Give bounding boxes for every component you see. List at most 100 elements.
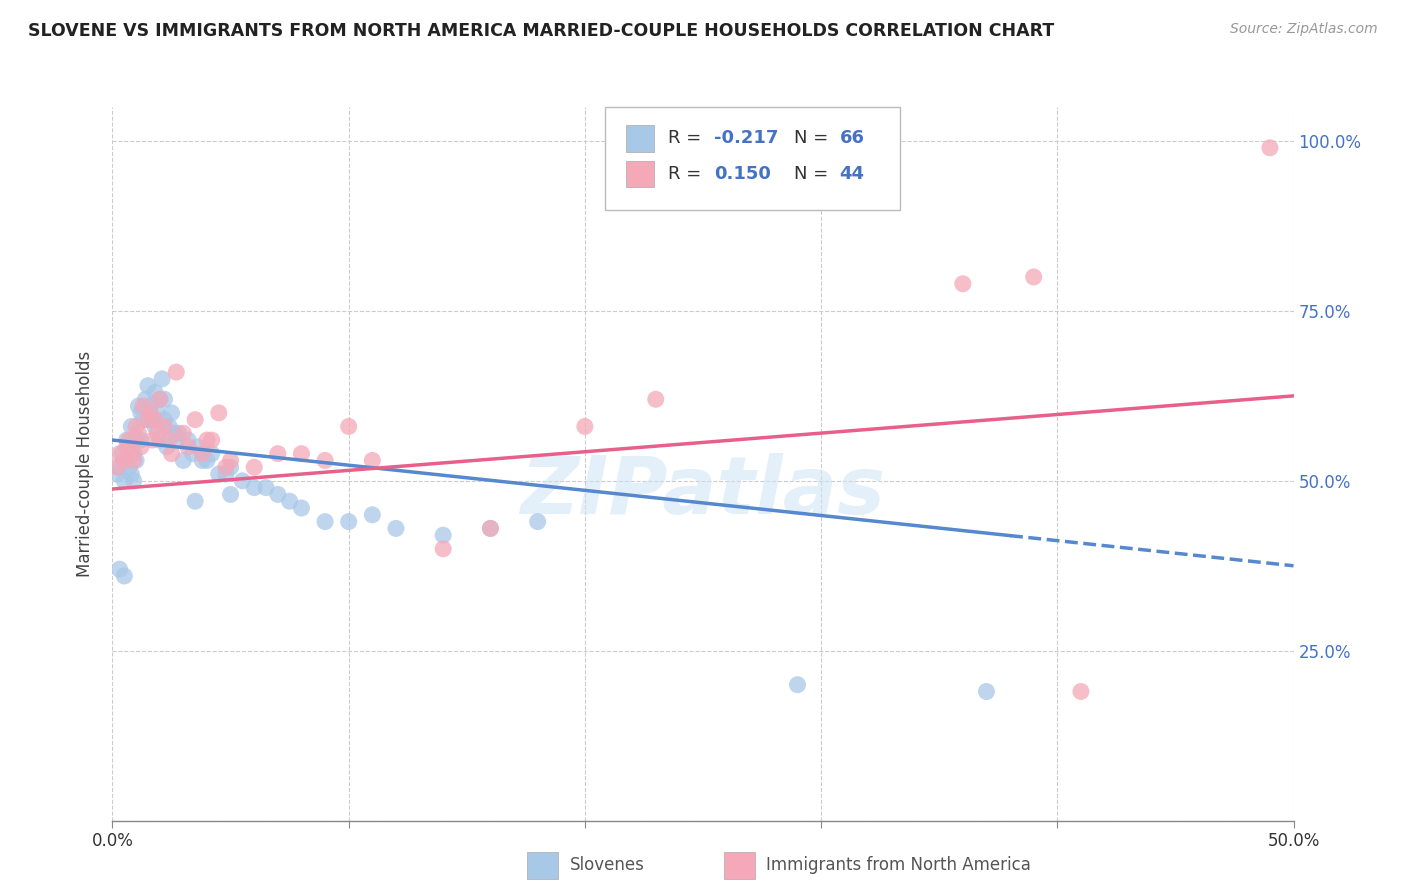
- Point: [150, 372, 173, 386]
- Point: [149, 392, 172, 407]
- Text: Immigrants from North America: Immigrants from North America: [766, 856, 1031, 874]
- Point: [143, 419, 166, 434]
- Point: [479, 521, 502, 535]
- Point: [479, 521, 502, 535]
- Point: [105, 467, 128, 481]
- Point: [208, 467, 231, 481]
- Point: [136, 412, 159, 426]
- Point: [112, 453, 135, 467]
- Text: R =: R =: [668, 129, 707, 147]
- Point: [181, 447, 204, 461]
- Point: [574, 419, 596, 434]
- Point: [122, 447, 145, 461]
- Point: [314, 515, 336, 529]
- Point: [127, 399, 149, 413]
- Text: 0.150: 0.150: [714, 165, 770, 183]
- Point: [432, 528, 454, 542]
- Point: [976, 684, 998, 698]
- Text: N =: N =: [794, 165, 834, 183]
- Point: [1022, 269, 1045, 284]
- Point: [432, 541, 454, 556]
- Point: [786, 678, 808, 692]
- Point: [215, 460, 238, 475]
- Point: [136, 412, 159, 426]
- Point: [125, 433, 148, 447]
- Point: [172, 453, 194, 467]
- Point: [111, 447, 134, 461]
- Point: [267, 487, 290, 501]
- Point: [191, 447, 214, 461]
- Point: [219, 453, 242, 467]
- Point: [201, 433, 224, 447]
- Y-axis label: Married-couple Households: Married-couple Households: [76, 351, 94, 577]
- Point: [1070, 684, 1092, 698]
- Text: Source: ZipAtlas.com: Source: ZipAtlas.com: [1230, 22, 1378, 37]
- Point: [644, 392, 666, 407]
- Point: [160, 406, 183, 420]
- Point: [129, 406, 152, 420]
- Point: [108, 447, 131, 461]
- Point: [1258, 141, 1281, 155]
- Point: [146, 406, 169, 420]
- Point: [157, 433, 180, 447]
- Text: Slovenes: Slovenes: [569, 856, 644, 874]
- Point: [112, 474, 135, 488]
- Point: [118, 433, 141, 447]
- Point: [184, 412, 207, 426]
- Point: [146, 426, 169, 441]
- Point: [153, 392, 176, 407]
- Point: [195, 453, 218, 467]
- Point: [191, 453, 214, 467]
- Point: [115, 453, 138, 467]
- Point: [139, 399, 162, 413]
- Point: [163, 426, 186, 441]
- Point: [127, 426, 149, 441]
- Point: [139, 406, 162, 420]
- Point: [153, 412, 176, 426]
- Point: [184, 494, 207, 508]
- Point: [361, 508, 384, 522]
- Point: [129, 433, 152, 447]
- Point: [118, 460, 141, 475]
- Point: [120, 467, 142, 481]
- Point: [526, 515, 548, 529]
- Point: [385, 521, 408, 535]
- Text: 44: 44: [839, 165, 865, 183]
- Text: R =: R =: [668, 165, 713, 183]
- Point: [952, 277, 974, 291]
- Point: [361, 453, 384, 467]
- Point: [267, 447, 290, 461]
- Point: [142, 412, 165, 426]
- Point: [108, 562, 131, 576]
- Point: [149, 392, 172, 407]
- Point: [143, 412, 166, 426]
- Point: [177, 433, 200, 447]
- Point: [132, 412, 155, 426]
- Point: [122, 474, 145, 488]
- Point: [167, 426, 190, 441]
- Point: [337, 419, 360, 434]
- Text: N =: N =: [794, 129, 834, 147]
- Point: [278, 494, 301, 508]
- Point: [195, 433, 218, 447]
- Point: [142, 433, 165, 447]
- Point: [165, 433, 187, 447]
- Point: [136, 378, 159, 392]
- Point: [115, 433, 138, 447]
- Point: [122, 453, 145, 467]
- Point: [254, 481, 277, 495]
- Point: [231, 474, 253, 488]
- Point: [172, 426, 194, 441]
- Point: [125, 453, 148, 467]
- Point: [112, 569, 135, 583]
- Point: [177, 440, 200, 454]
- Point: [243, 481, 266, 495]
- Text: 66: 66: [839, 129, 865, 147]
- Point: [290, 447, 312, 461]
- Point: [120, 447, 142, 461]
- Point: [108, 460, 131, 475]
- Point: [129, 440, 152, 454]
- Point: [156, 440, 179, 454]
- Point: [337, 515, 360, 529]
- Point: [243, 460, 266, 475]
